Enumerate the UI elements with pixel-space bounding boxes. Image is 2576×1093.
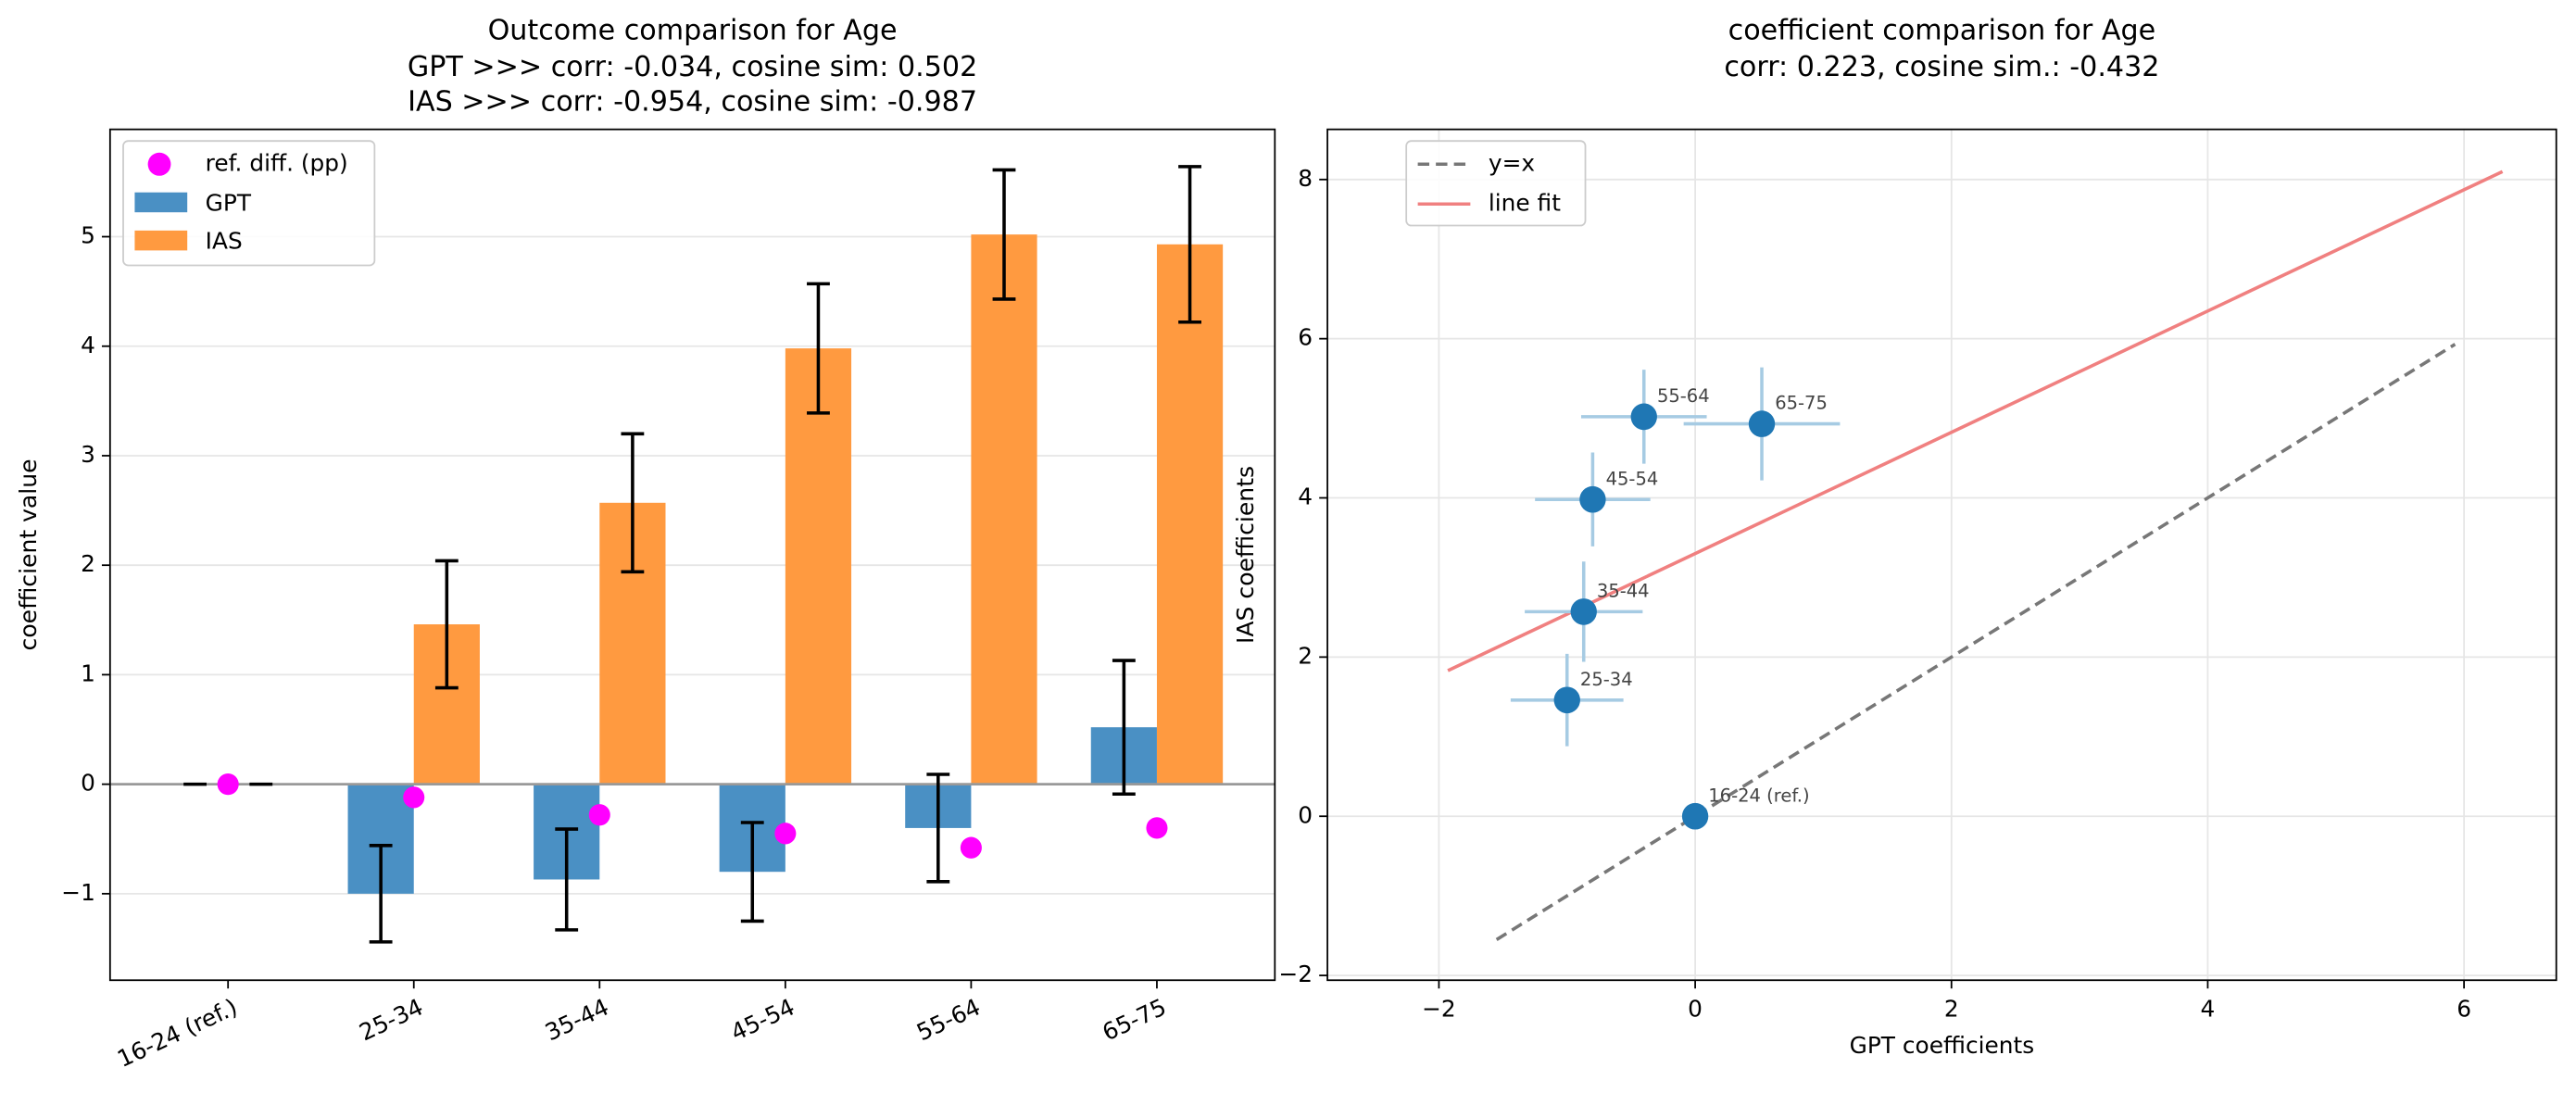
bar [785,348,852,785]
point-label: 35-44 [1597,580,1650,601]
ref-point [960,836,982,859]
y-tick-label: 8 [1298,165,1313,192]
point [1553,686,1580,714]
chart-subtitle: corr: 0.223, cosine sim.: -0.432 [1724,51,2159,83]
y-tick-label: 6 [1298,324,1313,351]
y-tick-label: 4 [81,332,95,358]
x-tick-label: 4 [2201,995,2216,1022]
point-label: 16-24 (ref.) [1708,785,1809,806]
line [1447,170,2504,672]
legend-label: GPT [206,189,252,216]
x-tick-label: 65-75 [1099,993,1171,1046]
x-tick-label: 25-34 [356,993,428,1046]
bar [971,234,1037,785]
point-label: 65-75 [1775,393,1828,414]
error-bar [740,821,764,923]
y-tick-label: 2 [1298,642,1313,669]
ref-point [588,804,610,826]
ref-point [774,823,797,845]
point-label: 25-34 [1580,669,1633,690]
point [1681,802,1709,830]
point [1579,485,1606,513]
legend-swatch [134,192,188,213]
y-tick-label: 5 [81,221,95,248]
chart-title: coefficient comparison for Age [1728,14,2156,46]
ref-point [1146,817,1168,839]
legend-swatch [147,152,171,176]
point-label: 55-64 [1657,385,1710,407]
legend-label: line fit [1489,189,1561,216]
x-tick-label: 6 [2457,995,2471,1022]
error-bar [555,827,579,932]
y-tick-label: 4 [1298,483,1313,509]
error-bar [992,168,1016,301]
error-bar [807,282,830,415]
legend-label: y=x [1489,149,1535,176]
x-tick-label: −2 [1422,995,1456,1022]
bar [1156,244,1224,785]
y-tick-label: 0 [81,770,95,797]
error-bar [369,844,393,944]
x-tick-label: 55-64 [912,993,985,1046]
point-label: 45-54 [1606,468,1659,489]
y-tick-label: 1 [81,660,95,686]
legend-swatch [134,230,188,251]
y-tick-label: −2 [1279,961,1313,987]
y-tick-label: 0 [1298,801,1313,828]
plot-frame [1326,128,2557,982]
point [1748,410,1776,437]
chart-subtitle: IAS >>> corr: -0.954, cosine sim: -0.987 [408,85,977,118]
error-bar [926,773,950,884]
plot-frame [108,128,1276,982]
point [1630,403,1657,431]
line [1495,343,2457,941]
y-tick-label: 2 [81,550,95,577]
x-tick-label: 35-44 [541,993,613,1046]
x-tick-label: 0 [1688,995,1703,1022]
point [1570,598,1597,625]
ref-point [403,786,425,809]
legend-label: ref. diff. (pp) [206,149,348,176]
legend-label: IAS [206,227,243,254]
error-bar [1112,659,1136,797]
error-bar [1178,165,1201,324]
error-bar [621,432,645,574]
y-axis-label: coefficient value [15,459,42,650]
chart-title: Outcome comparison for Age [488,14,898,46]
y-tick-label: 3 [81,441,95,468]
x-axis-label: GPT coefficients [1850,1032,2035,1059]
error-bar [434,559,459,690]
x-tick-label: 16-24 (ref.) [113,993,241,1073]
y-tick-label: −1 [61,879,95,906]
y-axis-label: IAS coefficients [1232,466,1259,644]
chart-subtitle: GPT >>> corr: -0.034, cosine sim: 0.502 [408,51,977,83]
x-tick-label: 45-54 [727,993,799,1046]
x-tick-label: 2 [1944,995,1959,1022]
ref-point [217,773,239,796]
